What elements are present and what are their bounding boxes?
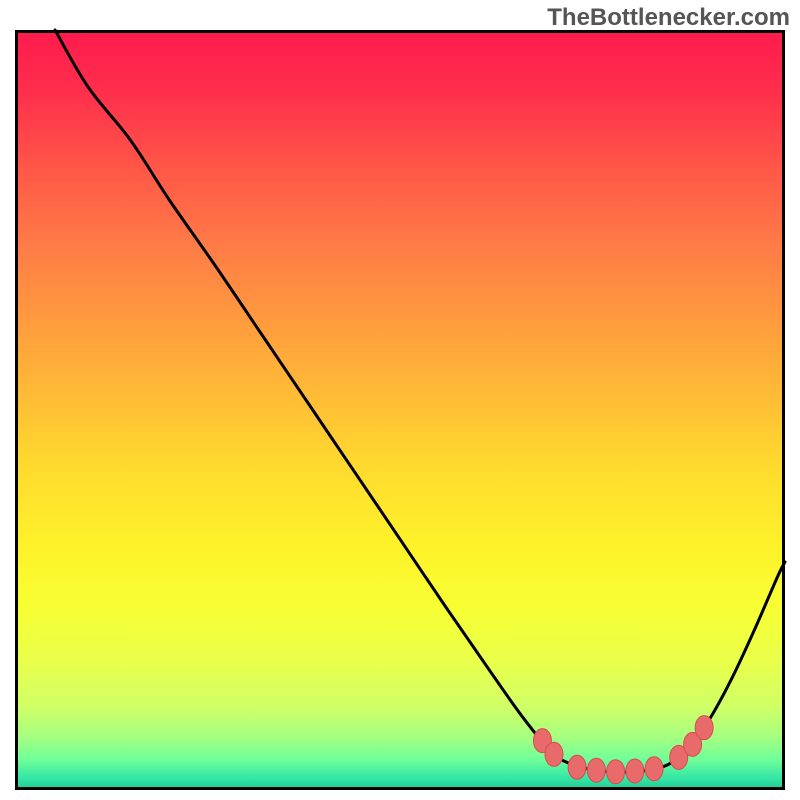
marker-point — [626, 759, 644, 783]
marker-point — [545, 742, 563, 766]
marker-group — [533, 716, 713, 784]
chart-area — [15, 30, 785, 790]
watermark-text: TheBottlenecker.com — [547, 4, 790, 32]
chart-container: TheBottlenecker.com — [0, 0, 800, 800]
marker-point — [645, 757, 663, 781]
marker-point — [587, 758, 605, 782]
marker-point — [568, 755, 586, 779]
curve-path — [55, 30, 785, 772]
marker-point — [695, 716, 713, 740]
marker-point — [607, 760, 625, 784]
chart-svg — [15, 30, 785, 790]
